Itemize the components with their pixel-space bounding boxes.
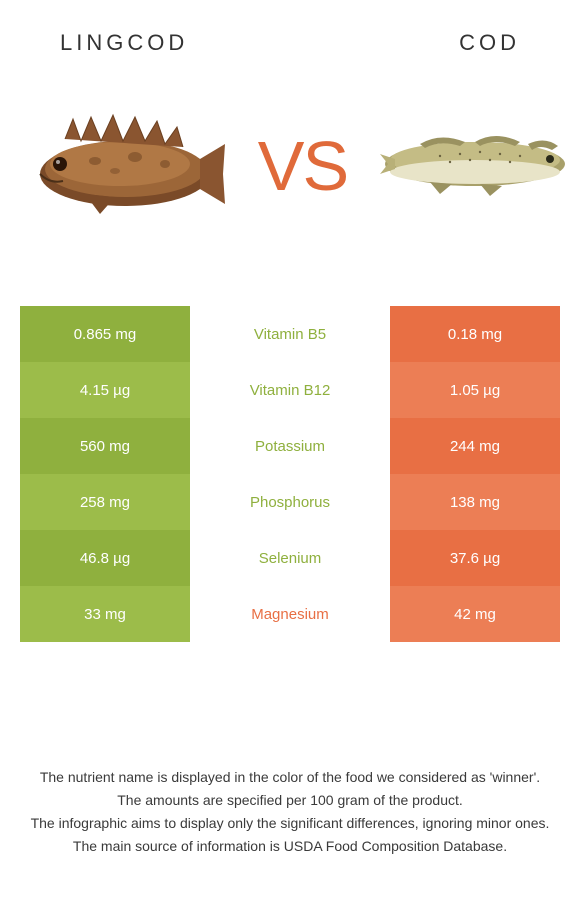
cell-left-value: 33 mg	[20, 586, 190, 642]
cell-left-value: 4.15 µg	[20, 362, 190, 418]
cell-right-value: 37.6 µg	[390, 530, 560, 586]
cell-nutrient-name: Vitamin B5	[190, 306, 390, 362]
cell-nutrient-name: Selenium	[190, 530, 390, 586]
table-row: 560 mgPotassium244 mg	[20, 418, 560, 474]
table-row: 258 mgPhosphorus138 mg	[20, 474, 560, 530]
cod-image	[380, 114, 570, 219]
footer-line: The main source of information is USDA F…	[20, 836, 560, 857]
footer-notes: The nutrient name is displayed in the co…	[0, 767, 580, 859]
header: LINGCOD COD	[0, 0, 580, 66]
cell-nutrient-name: Magnesium	[190, 586, 390, 642]
cell-right-value: 42 mg	[390, 586, 560, 642]
table-row: 33 mgMagnesium42 mg	[20, 586, 560, 642]
cell-right-value: 0.18 mg	[390, 306, 560, 362]
lingcod-image	[25, 99, 225, 234]
table-row: 0.865 mgVitamin B50.18 mg	[20, 306, 560, 362]
cell-left-value: 258 mg	[20, 474, 190, 530]
table-row: 46.8 µgSelenium37.6 µg	[20, 530, 560, 586]
cell-nutrient-name: Vitamin B12	[190, 362, 390, 418]
cell-right-value: 138 mg	[390, 474, 560, 530]
vs-label: VS	[258, 126, 347, 206]
images-row: VS	[0, 66, 580, 266]
cell-left-value: 0.865 mg	[20, 306, 190, 362]
nutrient-table: 0.865 mgVitamin B50.18 mg4.15 µgVitamin …	[20, 306, 560, 642]
cell-left-value: 46.8 µg	[20, 530, 190, 586]
cell-right-value: 1.05 µg	[390, 362, 560, 418]
cell-nutrient-name: Potassium	[190, 418, 390, 474]
footer-line: The nutrient name is displayed in the co…	[20, 767, 560, 788]
title-left: LINGCOD	[60, 30, 188, 56]
table-row: 4.15 µgVitamin B121.05 µg	[20, 362, 560, 418]
title-right: COD	[459, 30, 520, 56]
cell-nutrient-name: Phosphorus	[190, 474, 390, 530]
cell-right-value: 244 mg	[390, 418, 560, 474]
footer-line: The infographic aims to display only the…	[20, 813, 560, 834]
footer-line: The amounts are specified per 100 gram o…	[20, 790, 560, 811]
cell-left-value: 560 mg	[20, 418, 190, 474]
